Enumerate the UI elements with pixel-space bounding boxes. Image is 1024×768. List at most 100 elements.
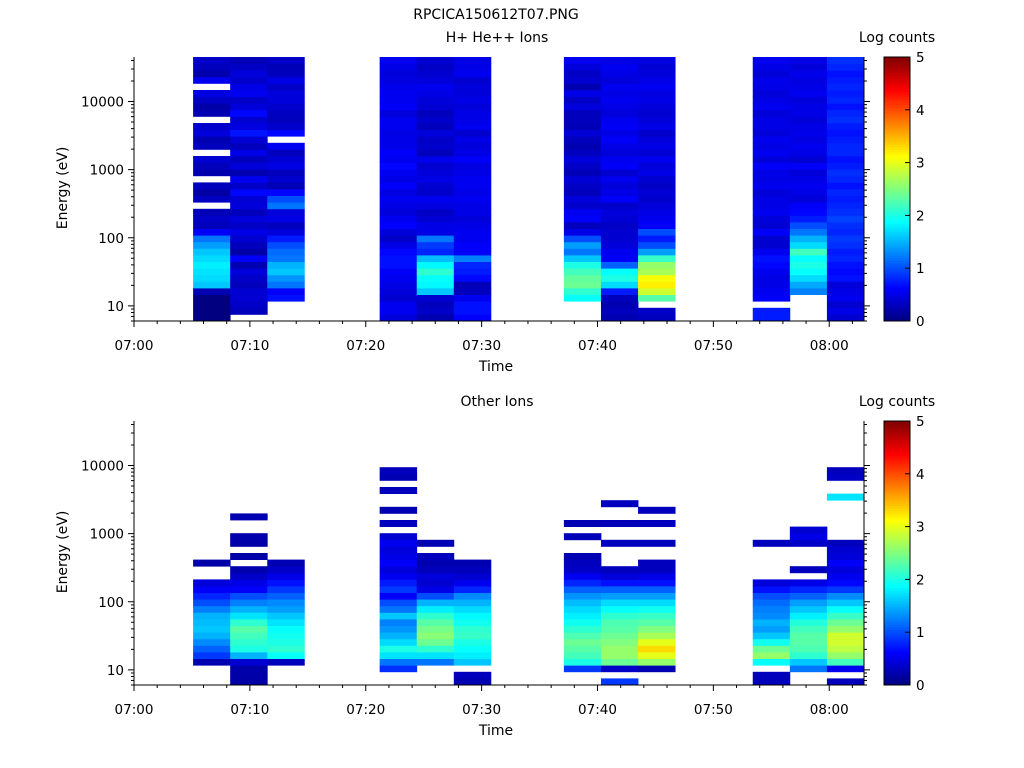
colorbar-segment — [884, 526, 910, 530]
spectrogram-cell — [563, 228, 602, 236]
spectrogram-cell — [193, 559, 231, 567]
spectrogram-cell — [638, 294, 676, 302]
spectrogram-cell — [752, 70, 791, 78]
spectrogram-cell — [416, 658, 455, 666]
spectrogram-cell — [416, 625, 455, 633]
spectrogram-cell — [789, 288, 828, 295]
colorbar-segment — [884, 534, 910, 538]
colorbar-segment — [884, 159, 910, 164]
spectrogram-cell — [193, 228, 231, 236]
panel-title: H+ He++ Ions — [446, 30, 549, 46]
spectrogram-cell — [563, 83, 602, 91]
spectrogram-cell — [379, 506, 418, 514]
spectrogram-cell — [379, 625, 418, 633]
spectrogram-cell — [638, 281, 676, 289]
spectrogram-cell — [600, 109, 639, 117]
spectrogram-cell — [267, 103, 305, 111]
spectrogram-cell — [230, 83, 268, 91]
spectrogram-cell — [193, 96, 231, 104]
colorbar-segment — [884, 645, 910, 649]
spectrogram-cell — [826, 632, 865, 640]
spectrogram-cell — [752, 109, 791, 117]
x-tick-label: 07:30 — [462, 702, 501, 718]
spectrogram-cell — [600, 314, 639, 322]
spectrogram-cell — [826, 559, 865, 567]
spectrogram-cell — [638, 136, 676, 144]
spectrogram-cell — [600, 281, 639, 289]
spectrogram-cell — [267, 70, 305, 78]
colorbar-segment — [884, 447, 910, 451]
spectrogram-cell — [600, 307, 639, 315]
colorbar-segment — [884, 204, 910, 208]
spectrogram-cell — [379, 539, 418, 547]
spectrogram-cell — [379, 235, 418, 243]
colorbar-segment — [884, 650, 910, 654]
spectrogram-cell — [600, 83, 639, 91]
colorbar-segment — [884, 653, 910, 657]
spectrogram-cell — [379, 149, 418, 157]
colorbar: 0 1 2 3 4 5 — [883, 414, 925, 694]
colorbar-segment — [884, 115, 910, 119]
spectrogram-cell — [230, 605, 268, 613]
spectrogram-cell — [453, 195, 492, 203]
colorbar-segment — [884, 99, 910, 103]
spectrogram-cell — [193, 652, 231, 659]
spectrogram-cell — [563, 215, 602, 223]
spectrogram-cell — [379, 579, 418, 587]
spectrogram-cell — [379, 228, 418, 236]
spectrogram-cell — [453, 76, 492, 84]
spectrogram-cell — [563, 222, 602, 229]
spectrogram-cell — [379, 288, 418, 295]
spectrogram-cell — [563, 281, 602, 289]
colorbar-segment — [884, 78, 910, 82]
spectrogram-cell — [416, 162, 455, 170]
spectrogram-cell — [638, 96, 676, 104]
spectrogram-cell — [267, 652, 305, 659]
spectrogram-cell — [638, 506, 676, 514]
spectrogram-cell — [600, 539, 639, 547]
spectrogram-cell — [789, 136, 828, 144]
spectrogram-cell — [600, 288, 639, 295]
spectrogram-cell — [826, 546, 865, 554]
colorbar-segment — [884, 550, 910, 554]
spectrogram-cell — [379, 195, 418, 203]
spectrogram-cell — [638, 248, 676, 256]
spectrogram-cell — [600, 678, 639, 686]
spectrogram-cell — [230, 566, 268, 574]
spectrogram-cell — [416, 116, 455, 124]
colorbar-tick-label: 1 — [916, 625, 925, 641]
spectrogram-cell — [563, 208, 602, 216]
spectrogram-cell — [416, 90, 455, 97]
spectrogram-cell — [638, 149, 676, 157]
colorbar-segment — [884, 310, 910, 314]
colorbar-segment — [884, 574, 910, 578]
spectrogram-cell — [638, 57, 676, 64]
spectrogram-cell — [563, 288, 602, 295]
spectrogram-cell — [267, 586, 305, 593]
spectrogram-cell — [379, 129, 418, 137]
spectrogram-cell — [379, 142, 418, 150]
colorbar-segment — [884, 537, 910, 541]
spectrogram-cell — [638, 539, 676, 547]
spectrogram-cell — [453, 619, 492, 626]
colorbar-segment — [884, 307, 910, 311]
spectrogram-cell — [379, 314, 418, 322]
spectrogram-cell — [563, 261, 602, 269]
colorbar: 0 1 2 3 4 5 — [883, 50, 925, 330]
colorbar-segment — [884, 305, 910, 309]
spectrogram-cell — [638, 195, 676, 203]
spectrogram-cell — [267, 228, 305, 236]
spectrogram-cell — [600, 103, 639, 111]
spectrogram-cell — [789, 109, 828, 117]
spectrogram-cell — [789, 202, 828, 210]
spectrogram-cell — [563, 612, 602, 620]
colorbar-segment — [884, 674, 910, 678]
spectrogram-cell — [826, 149, 865, 157]
spectrogram-cell — [563, 136, 602, 144]
colorbar-segment — [884, 637, 910, 641]
spectrogram-cell — [379, 473, 418, 481]
spectrogram-cell — [826, 553, 865, 560]
spectrogram-cell — [826, 579, 865, 587]
spectrogram-cell — [267, 208, 305, 216]
